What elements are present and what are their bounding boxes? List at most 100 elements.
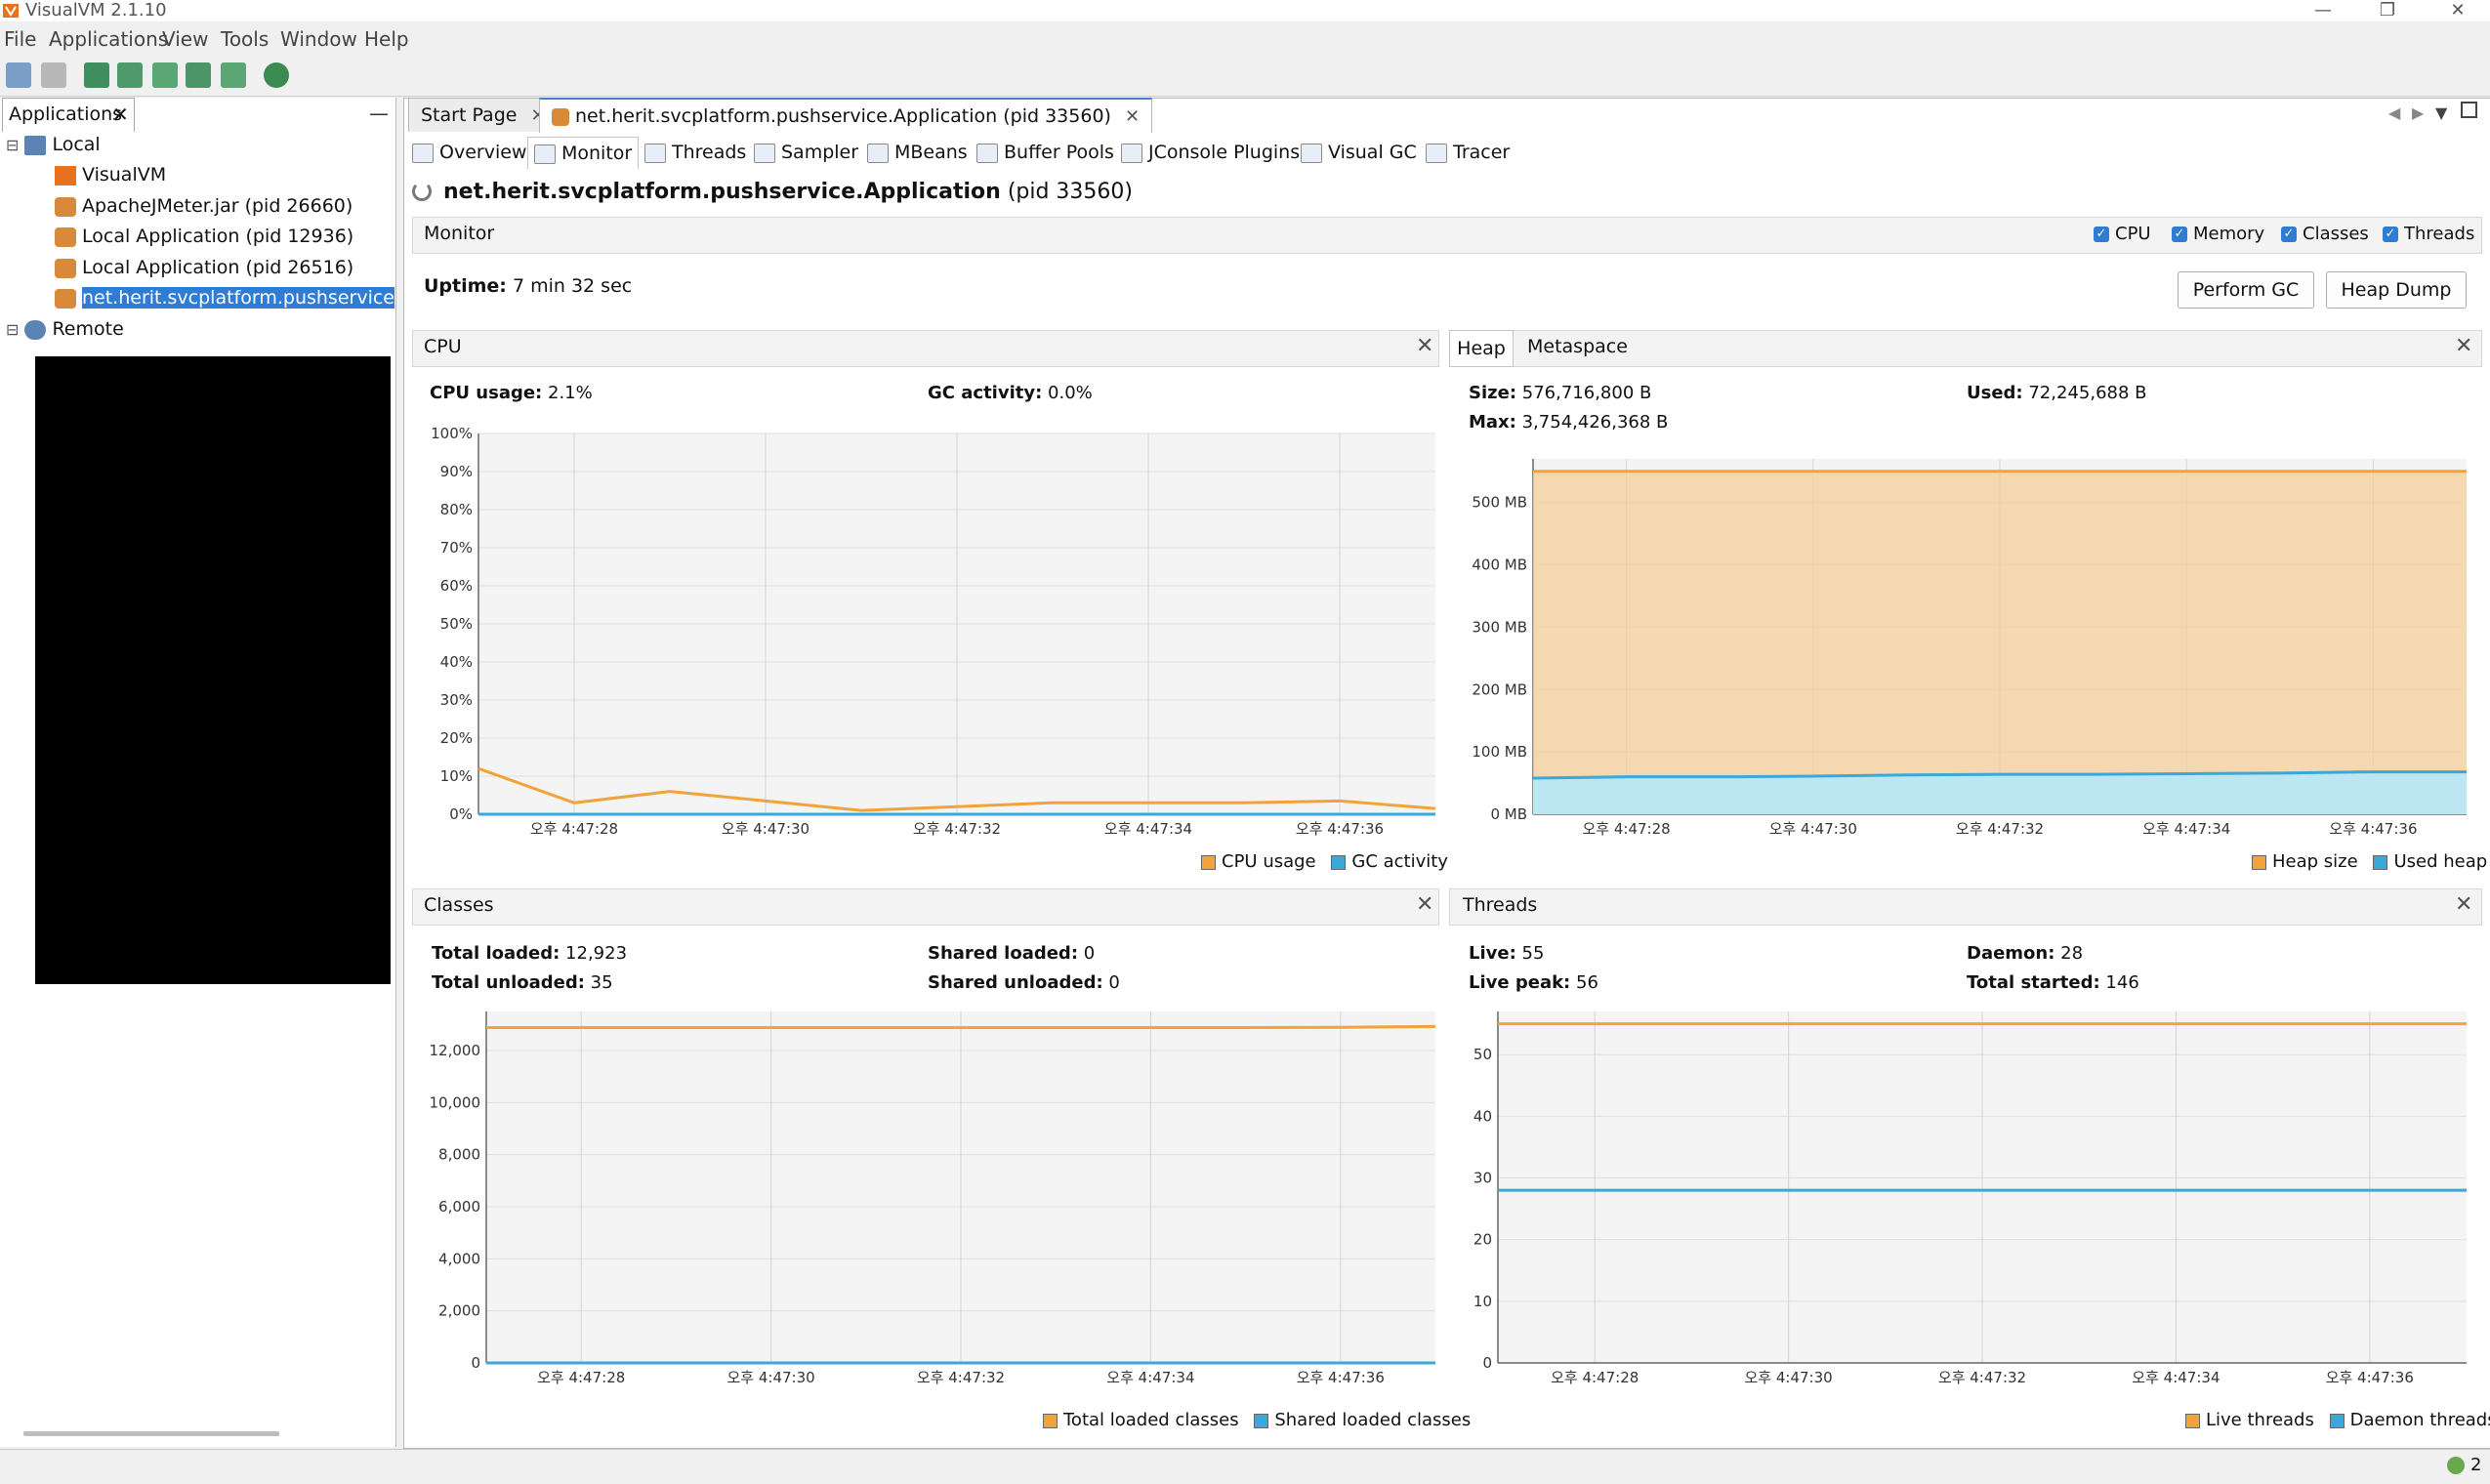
x-tick-label: 오후 4:47:32: [1956, 820, 2044, 838]
classes-panel-title: Classes: [424, 894, 494, 916]
tree-node-remote[interactable]: ⊟ Remote: [6, 318, 124, 340]
computer-icon: [24, 135, 47, 155]
subtab-monitor[interactable]: Monitor: [527, 137, 640, 169]
java-app-icon: [55, 196, 76, 217]
subtab-buffer-pools[interactable]: Buffer Pools: [976, 137, 1114, 168]
checkmark-icon: ✓: [2281, 227, 2297, 242]
tab-nav-right-icon[interactable]: ▶: [2412, 103, 2425, 122]
heap-dump-button[interactable]: Heap Dump: [2326, 271, 2467, 309]
checkbox-cpu[interactable]: ✓ CPU: [2094, 224, 2151, 244]
cpu-legend: CPU usage GC activity: [1201, 851, 1448, 872]
uptime: Uptime: 7 min 32 sec: [424, 275, 632, 297]
stat-value: 72,245,688 B: [2028, 383, 2147, 403]
menu-bar: [0, 23, 2490, 55]
y-tick-label: 70%: [440, 539, 473, 556]
minimize-window-button[interactable]: —: [2314, 0, 2332, 21]
tab-metaspace[interactable]: Metaspace: [1527, 336, 1628, 357]
tree-item-local-app-12936[interactable]: Local Application (pid 12936): [55, 226, 353, 247]
tree-item-visualvm[interactable]: VisualVM: [55, 164, 166, 186]
close-window-button[interactable]: ✕: [2450, 0, 2466, 21]
y-tick-label: 0 MB: [1490, 805, 1527, 823]
x-tick-label: 오후 4:47:28: [530, 820, 618, 838]
y-tick-label: 50%: [440, 615, 473, 633]
gc-activity-stat: GC activity: 0.0%: [928, 383, 1093, 403]
tab-list-icon[interactable]: ▼: [2435, 103, 2448, 122]
close-icon[interactable]: ✕: [1416, 334, 1434, 358]
close-icon[interactable]: ✕: [1125, 106, 1141, 127]
uptime-label: Uptime:: [424, 275, 507, 297]
checkbox-label: CPU: [2115, 224, 2151, 244]
tree-label: ApacheJMeter.jar (pid 26660): [82, 195, 353, 217]
menu-view[interactable]: View: [162, 27, 209, 51]
heap-legend: Heap size Used heap: [2252, 851, 2487, 872]
subtab-mbeans[interactable]: MBeans: [867, 137, 968, 168]
legend-label: Used heap: [2393, 851, 2488, 872]
checkbox-memory[interactable]: ✓ Memory: [2172, 224, 2264, 244]
subtab-overview[interactable]: Overview: [412, 137, 526, 168]
profiler-snapshot-icon[interactable]: [221, 62, 246, 88]
subtab-tracer[interactable]: Tracer: [1426, 137, 1510, 168]
minimize-panel-button[interactable]: —: [369, 102, 389, 125]
threads-legend: Live threads Daemon threads: [2185, 1410, 2490, 1430]
add-jmx-connection-icon[interactable]: [84, 62, 109, 88]
series-area-heap-size: [1533, 471, 2467, 814]
restore-window-button[interactable]: ❐: [2379, 0, 2396, 21]
stat-label: Shared loaded:: [928, 943, 1079, 964]
applications-tab[interactable]: Applications ✕: [2, 98, 135, 132]
save-icon[interactable]: [41, 62, 66, 88]
close-icon[interactable]: ✕: [2455, 334, 2473, 358]
total-loaded-stat: Total loaded: 12,923: [432, 943, 627, 964]
y-tick-label: 2,000: [438, 1302, 480, 1320]
tree-item-pushservice[interactable]: net.herit.svcplatform.pushservice.Applic: [55, 287, 394, 309]
heap-dump-toolbar-icon[interactable]: [152, 62, 178, 88]
close-icon[interactable]: ✕: [112, 103, 129, 126]
tree-item-jmeter[interactable]: ApacheJMeter.jar (pid 26660): [55, 195, 353, 217]
checkmark-icon: ✓: [2383, 227, 2398, 242]
checkmark-icon: ✓: [2094, 227, 2109, 242]
thread-dump-toolbar-icon[interactable]: [186, 62, 211, 88]
perform-gc-button[interactable]: Perform GC: [2178, 271, 2314, 309]
checkbox-classes[interactable]: ✓ Classes: [2281, 224, 2369, 244]
subtab-jconsole-plugins[interactable]: JConsole Plugins: [1121, 137, 1300, 168]
tab-nav-left-icon[interactable]: ◀: [2388, 103, 2401, 122]
close-icon[interactable]: ✕: [2455, 892, 2473, 917]
stat-label: Total started:: [1967, 972, 2100, 993]
menu-window[interactable]: Window: [280, 27, 357, 51]
threads-panel-header: [1449, 888, 2482, 926]
threads-panel-title: Threads: [1463, 894, 1538, 916]
tree-node-local[interactable]: ⊟ Local: [6, 134, 101, 155]
add-remote-host-icon[interactable]: [117, 62, 143, 88]
stat-label: Size:: [1469, 383, 1517, 403]
status-bar: [0, 1449, 2490, 1484]
subtab-visual-gc[interactable]: Visual GC: [1301, 137, 1417, 168]
tree-label-selected: net.herit.svcplatform.pushservice.Applic: [82, 287, 394, 309]
menu-applications[interactable]: Applications: [49, 27, 169, 51]
tab-application[interactable]: net.herit.svcplatform.pushservice.Applic…: [539, 98, 1153, 133]
y-tick-label: 20%: [440, 729, 473, 747]
menu-tools[interactable]: Tools: [221, 27, 270, 51]
checkbox-label: Classes: [2303, 224, 2369, 244]
checkmark-icon: ✓: [2172, 227, 2187, 242]
collapse-icon[interactable]: ⊟: [6, 320, 20, 339]
legend-swatch-orange: [1043, 1413, 1058, 1428]
menu-file[interactable]: File: [4, 27, 37, 51]
open-snapshot-icon[interactable]: [6, 62, 31, 88]
collapse-icon[interactable]: ⊟: [6, 136, 20, 154]
close-icon[interactable]: ✕: [1416, 892, 1434, 917]
horizontal-scrollbar[interactable]: [23, 1431, 279, 1436]
subtab-sampler[interactable]: Sampler: [754, 137, 858, 168]
compare-snapshots-icon[interactable]: [264, 62, 289, 88]
y-tick-label: 80%: [440, 501, 473, 518]
tab-heap[interactable]: Heap: [1449, 330, 1514, 367]
y-tick-label: 50: [1473, 1046, 1492, 1063]
tab-start-page[interactable]: Start Page ✕: [408, 98, 559, 132]
stat-label: Used:: [1967, 383, 2023, 403]
checkbox-threads[interactable]: ✓ Threads: [2383, 224, 2474, 244]
maximize-icon[interactable]: [2461, 102, 2477, 118]
subtab-threads[interactable]: Threads: [644, 137, 746, 168]
y-tick-label: 0%: [449, 805, 473, 823]
tree-item-local-app-26516[interactable]: Local Application (pid 26516): [55, 257, 353, 278]
classes-chart: 0 2,000 4,000 6,000 8,000 10,000 12,000 오후 4:47…: [430, 1011, 1435, 1386]
menu-help[interactable]: Help: [364, 27, 409, 51]
notification-icon[interactable]: [2447, 1457, 2465, 1474]
